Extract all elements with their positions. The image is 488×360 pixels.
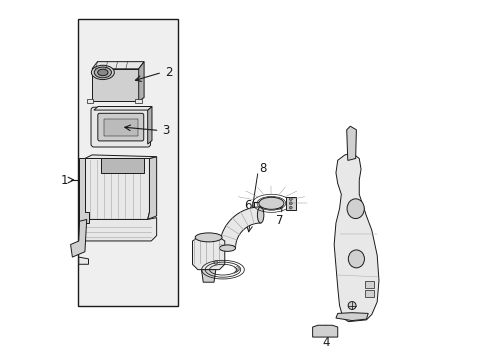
Bar bbox=[78, 19, 178, 306]
Polygon shape bbox=[346, 126, 356, 160]
Bar bbox=[86, 99, 93, 103]
FancyBboxPatch shape bbox=[98, 113, 143, 141]
FancyBboxPatch shape bbox=[104, 119, 137, 135]
Text: 7: 7 bbox=[275, 214, 283, 227]
Text: 5: 5 bbox=[358, 288, 365, 301]
Ellipse shape bbox=[289, 206, 292, 209]
Bar bbox=[364, 281, 373, 288]
Ellipse shape bbox=[346, 199, 364, 219]
Text: 6: 6 bbox=[244, 199, 251, 212]
Polygon shape bbox=[139, 62, 144, 101]
Polygon shape bbox=[80, 218, 156, 241]
Polygon shape bbox=[79, 257, 88, 264]
Ellipse shape bbox=[257, 207, 264, 223]
Text: 10: 10 bbox=[190, 251, 202, 260]
Polygon shape bbox=[147, 157, 156, 220]
Text: 2: 2 bbox=[164, 66, 172, 79]
Ellipse shape bbox=[289, 198, 292, 201]
Ellipse shape bbox=[94, 67, 111, 78]
Text: 1: 1 bbox=[61, 174, 68, 186]
Ellipse shape bbox=[347, 302, 355, 310]
Polygon shape bbox=[201, 270, 215, 282]
Polygon shape bbox=[79, 158, 88, 223]
Polygon shape bbox=[92, 62, 144, 69]
Bar bbox=[135, 99, 142, 103]
Ellipse shape bbox=[98, 69, 108, 76]
Bar bbox=[285, 197, 295, 210]
Polygon shape bbox=[219, 207, 260, 248]
Polygon shape bbox=[147, 107, 152, 144]
Polygon shape bbox=[335, 313, 367, 320]
Ellipse shape bbox=[195, 233, 222, 242]
Polygon shape bbox=[85, 155, 156, 158]
Polygon shape bbox=[85, 158, 149, 220]
Ellipse shape bbox=[91, 65, 114, 80]
Polygon shape bbox=[192, 237, 224, 270]
Text: 3: 3 bbox=[162, 124, 169, 137]
Ellipse shape bbox=[347, 250, 364, 268]
Ellipse shape bbox=[219, 245, 235, 251]
Polygon shape bbox=[312, 325, 337, 337]
Bar bbox=[101, 158, 144, 173]
Ellipse shape bbox=[258, 197, 284, 209]
Polygon shape bbox=[70, 220, 86, 257]
Polygon shape bbox=[333, 153, 378, 321]
Bar bbox=[364, 290, 373, 297]
Text: 9: 9 bbox=[194, 243, 202, 256]
FancyBboxPatch shape bbox=[91, 107, 150, 147]
Ellipse shape bbox=[289, 202, 292, 205]
Text: 4: 4 bbox=[322, 336, 329, 349]
Text: 8: 8 bbox=[259, 162, 266, 175]
Polygon shape bbox=[94, 107, 152, 110]
Polygon shape bbox=[92, 69, 139, 101]
Ellipse shape bbox=[214, 261, 217, 264]
